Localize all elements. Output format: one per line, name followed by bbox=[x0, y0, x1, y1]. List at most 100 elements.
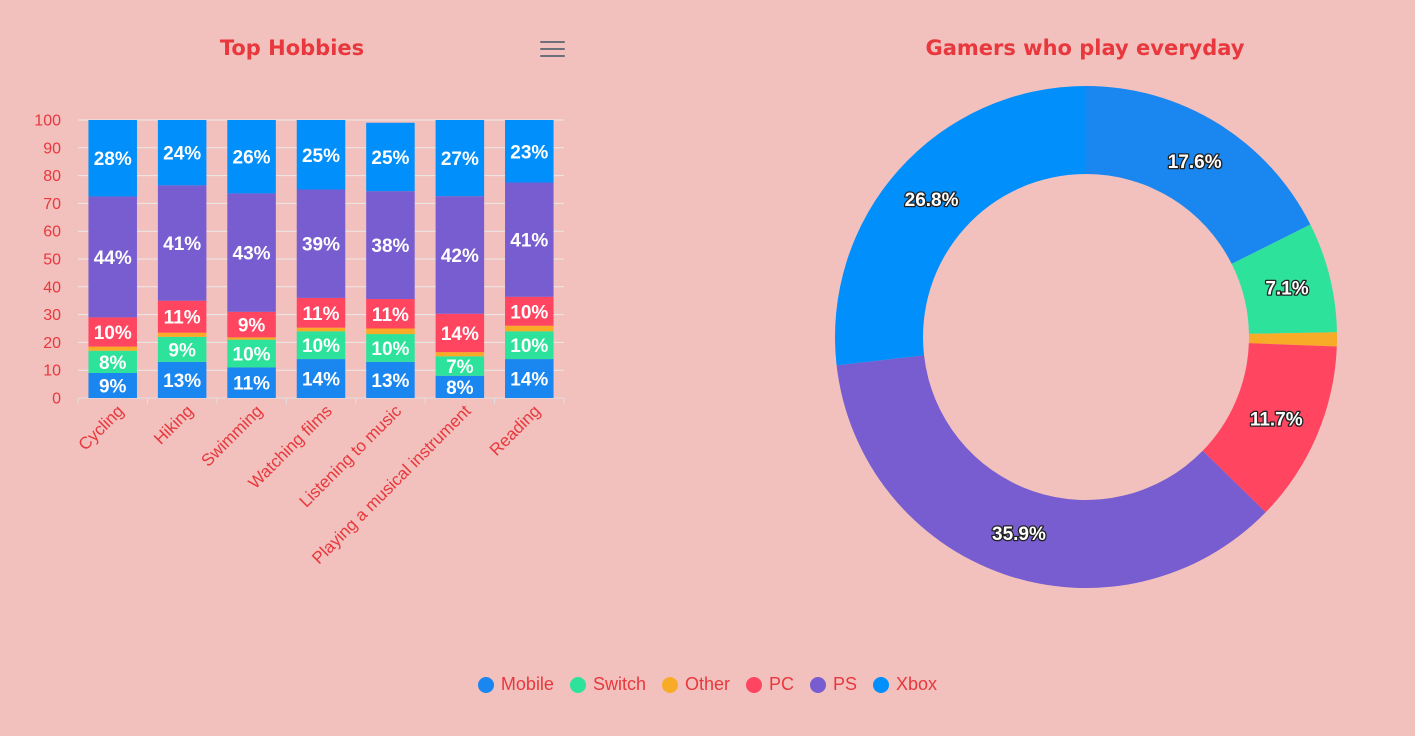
bar-segment-ps[interactable] bbox=[435, 196, 485, 314]
legend-label: Other bbox=[684, 674, 730, 694]
bar-segment-other[interactable] bbox=[366, 328, 415, 335]
donut-data-label: 26.8% bbox=[905, 190, 959, 211]
donut-slice-pc[interactable] bbox=[1202, 343, 1337, 513]
bar-segment-switch[interactable] bbox=[157, 336, 207, 362]
bar-segment-switch[interactable] bbox=[366, 334, 415, 362]
bar-data-label: 9% bbox=[99, 376, 127, 397]
menu-line bbox=[540, 55, 565, 57]
bar-segment-xbox[interactable] bbox=[88, 120, 137, 197]
bar-data-label: 23% bbox=[510, 142, 548, 163]
bar-segment-pc[interactable] bbox=[366, 299, 415, 329]
bar-data-label: 10% bbox=[302, 336, 340, 357]
bar-data-label: 10% bbox=[233, 345, 271, 366]
bar-segment-mobile[interactable] bbox=[435, 375, 485, 398]
legend-marker-icon bbox=[661, 676, 678, 693]
y-tick-label: 80 bbox=[43, 168, 61, 185]
y-tick-label: 30 bbox=[43, 307, 61, 324]
bar-segment-pc[interactable] bbox=[296, 297, 346, 328]
stacked-bar-chart: 01020304050607080901009%8%10%44%28%Cycli… bbox=[34, 113, 565, 568]
donut-slice-switch[interactable] bbox=[1231, 224, 1337, 334]
bar-data-label: 24% bbox=[163, 144, 201, 165]
bar-segment-ps[interactable] bbox=[227, 193, 276, 312]
donut-slice-xbox[interactable] bbox=[835, 86, 1086, 366]
bar-data-label: 44% bbox=[94, 248, 132, 269]
bar-segment-xbox[interactable] bbox=[366, 122, 415, 192]
bar-segment-ps[interactable] bbox=[296, 189, 346, 298]
y-tick-label: 20 bbox=[43, 335, 61, 352]
legend-item-xbox[interactable]: Xbox bbox=[873, 674, 937, 695]
legend-item-mobile[interactable]: Mobile bbox=[477, 674, 554, 695]
bar-segment-mobile[interactable] bbox=[505, 359, 554, 398]
bar-segment-switch[interactable] bbox=[88, 350, 137, 373]
bar-segment-other[interactable] bbox=[296, 327, 346, 332]
legend: Mobile Switch Other PC PS Xbox bbox=[0, 674, 1415, 695]
bar-segment-other[interactable] bbox=[88, 346, 137, 351]
bar-data-label: 39% bbox=[302, 235, 340, 256]
legend-marker-icon bbox=[873, 676, 890, 693]
bar-segment-mobile[interactable] bbox=[366, 361, 415, 398]
bar-segment-other[interactable] bbox=[227, 337, 276, 340]
bar-data-label: 26% bbox=[233, 148, 271, 169]
bar-data-label: 41% bbox=[510, 231, 548, 252]
bar-segment-xbox[interactable] bbox=[157, 120, 207, 186]
bar-segment-switch[interactable] bbox=[435, 356, 485, 376]
bar-data-label: 8% bbox=[446, 378, 474, 399]
bar-segment-mobile[interactable] bbox=[88, 372, 137, 398]
bar-segment-mobile[interactable] bbox=[157, 361, 207, 398]
bar-data-label: 10% bbox=[94, 323, 132, 344]
bar-segment-other[interactable] bbox=[157, 332, 207, 337]
donut-chart: 17.6% 7.1% 11.7% 35.9% 26.8% bbox=[835, 86, 1337, 588]
bar-segment-pc[interactable] bbox=[435, 313, 485, 353]
bar-data-label: 9% bbox=[168, 340, 196, 361]
bar-segment-other[interactable] bbox=[505, 325, 554, 332]
bar-data-label: 10% bbox=[510, 302, 548, 323]
hamburger-menu-icon[interactable] bbox=[536, 38, 568, 62]
bar-segment-pc[interactable] bbox=[227, 311, 276, 338]
bar-segment-mobile[interactable] bbox=[227, 367, 276, 398]
bar-data-label: 11% bbox=[303, 304, 340, 325]
bar-segment-switch[interactable] bbox=[227, 339, 276, 368]
donut-slice-mobile[interactable] bbox=[1086, 86, 1311, 264]
legend-item-other[interactable]: Other bbox=[661, 674, 730, 695]
bar-data-label: 11% bbox=[233, 374, 270, 395]
bar-segment-ps[interactable] bbox=[88, 196, 137, 318]
bar-segment-switch[interactable] bbox=[296, 331, 346, 360]
bar-segment-ps[interactable] bbox=[366, 191, 415, 300]
bar-segment-other[interactable] bbox=[435, 352, 485, 357]
bar-segment-switch[interactable] bbox=[505, 331, 554, 360]
y-tick-label: 10 bbox=[43, 363, 61, 380]
bar-data-label: 38% bbox=[371, 236, 409, 257]
legend-item-ps[interactable]: PS bbox=[810, 674, 857, 695]
y-tick-label: 0 bbox=[52, 391, 61, 408]
donut-slice-ps[interactable] bbox=[836, 355, 1266, 588]
bar-segment-xbox[interactable] bbox=[435, 120, 485, 197]
donut-slice-other[interactable] bbox=[1248, 332, 1337, 347]
bar-segment-pc[interactable] bbox=[505, 296, 554, 326]
bar-segment-pc[interactable] bbox=[157, 300, 207, 333]
bar-data-label: 9% bbox=[238, 316, 266, 337]
bar-segment-pc[interactable] bbox=[88, 317, 137, 347]
bar-segment-mobile[interactable] bbox=[296, 359, 346, 398]
y-tick-label: 100 bbox=[34, 113, 61, 130]
bar-segment-ps[interactable] bbox=[157, 185, 207, 301]
bar-chart-title: Top Hobbies bbox=[219, 36, 365, 60]
bar-segment-ps[interactable] bbox=[505, 182, 554, 297]
bar-data-label: 27% bbox=[441, 149, 479, 170]
bar-data-label: 43% bbox=[233, 244, 271, 265]
legend-label: Xbox bbox=[896, 674, 938, 694]
menu-line bbox=[540, 41, 565, 43]
legend-item-switch[interactable]: Switch bbox=[569, 674, 646, 695]
bar-segment-xbox[interactable] bbox=[296, 120, 346, 190]
bar-data-label: 8% bbox=[99, 353, 127, 374]
donut-data-label: 7.1% bbox=[1265, 278, 1308, 299]
bar-data-label: 25% bbox=[302, 146, 340, 167]
bar-segment-xbox[interactable] bbox=[505, 120, 554, 183]
legend-label: PC bbox=[769, 674, 795, 694]
bar-segment-xbox[interactable] bbox=[227, 120, 276, 194]
bar-data-label: 13% bbox=[371, 371, 409, 392]
legend-item-pc[interactable]: PC bbox=[746, 674, 794, 695]
bar-data-label: 7% bbox=[446, 357, 474, 378]
legend-marker-icon bbox=[569, 676, 586, 693]
y-tick-label: 40 bbox=[43, 279, 61, 296]
